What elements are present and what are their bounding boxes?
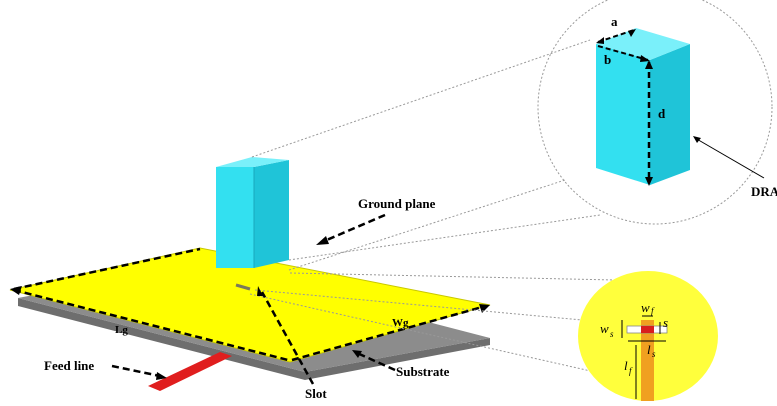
label-ls-sub: s: [652, 349, 656, 359]
feed-line-pointer: [111, 364, 161, 378]
dra-front-face: [216, 167, 254, 268]
slot-zoom-feed: [641, 320, 654, 401]
label-b: b: [604, 52, 611, 67]
substrate-pointer-head: [352, 350, 362, 358]
ground-pointer-head: [316, 236, 329, 245]
ground-plane-pointer: [321, 213, 386, 244]
slot-pointer: [260, 291, 315, 385]
a-arrowhead-2: [628, 29, 636, 37]
label-lf-sub: f: [629, 366, 633, 376]
label-s: s: [663, 315, 668, 330]
dimension-b: [597, 45, 649, 61]
lg-dimension-arrow: [13, 288, 289, 362]
label-ls-l: l: [647, 342, 651, 357]
dra-pointer-head: [693, 136, 701, 143]
label-lf-l: l: [624, 358, 628, 373]
dra-zoom-top: [596, 28, 690, 60]
top-edge-dash: [13, 247, 201, 291]
label-a: a: [611, 14, 618, 29]
label-slot: Slot: [305, 386, 327, 401]
dra-zoom-front: [596, 44, 650, 185]
slot-mark: [235, 283, 251, 291]
label-d: d: [658, 106, 666, 121]
slot-zoom-slot-center: [641, 326, 654, 333]
dra-side-face: [254, 160, 289, 268]
substrate-pointer: [356, 351, 396, 372]
label-lg: Lg: [115, 324, 128, 336]
label-wf-sub: f: [651, 306, 655, 316]
wg-arrow-head-right: [479, 304, 490, 313]
label-ws-w: w: [600, 321, 609, 336]
label-substrate: Substrate: [396, 364, 450, 379]
label-dra: DRA: [751, 184, 777, 199]
d-arrowhead: [645, 177, 653, 186]
label-wf-w: w: [641, 300, 650, 315]
b-arrowhead: [640, 55, 650, 62]
dra-top-face: [216, 157, 289, 167]
dra-pointer-line: [694, 137, 765, 179]
a-arrowhead: [596, 37, 604, 44]
dimension-a: [597, 29, 635, 43]
label-ground-plane: Ground plane: [358, 196, 436, 211]
slot-zoom-guides: [249, 272, 616, 373]
label-wg: Wg: [392, 317, 409, 329]
label-feed-line: Feed line: [44, 358, 94, 373]
wg-dimension-arrow: [291, 304, 487, 362]
dra-zoom-guides: [251, 39, 601, 271]
d-arrowhead-top: [645, 60, 653, 69]
label-ws-sub: s: [610, 329, 614, 339]
feed-line-strip: [148, 352, 232, 391]
feed-pointer-head: [156, 372, 167, 380]
dra-zoom-side: [650, 44, 690, 185]
substrate-layer: [18, 298, 490, 380]
slot-pointer-head: [257, 286, 263, 296]
